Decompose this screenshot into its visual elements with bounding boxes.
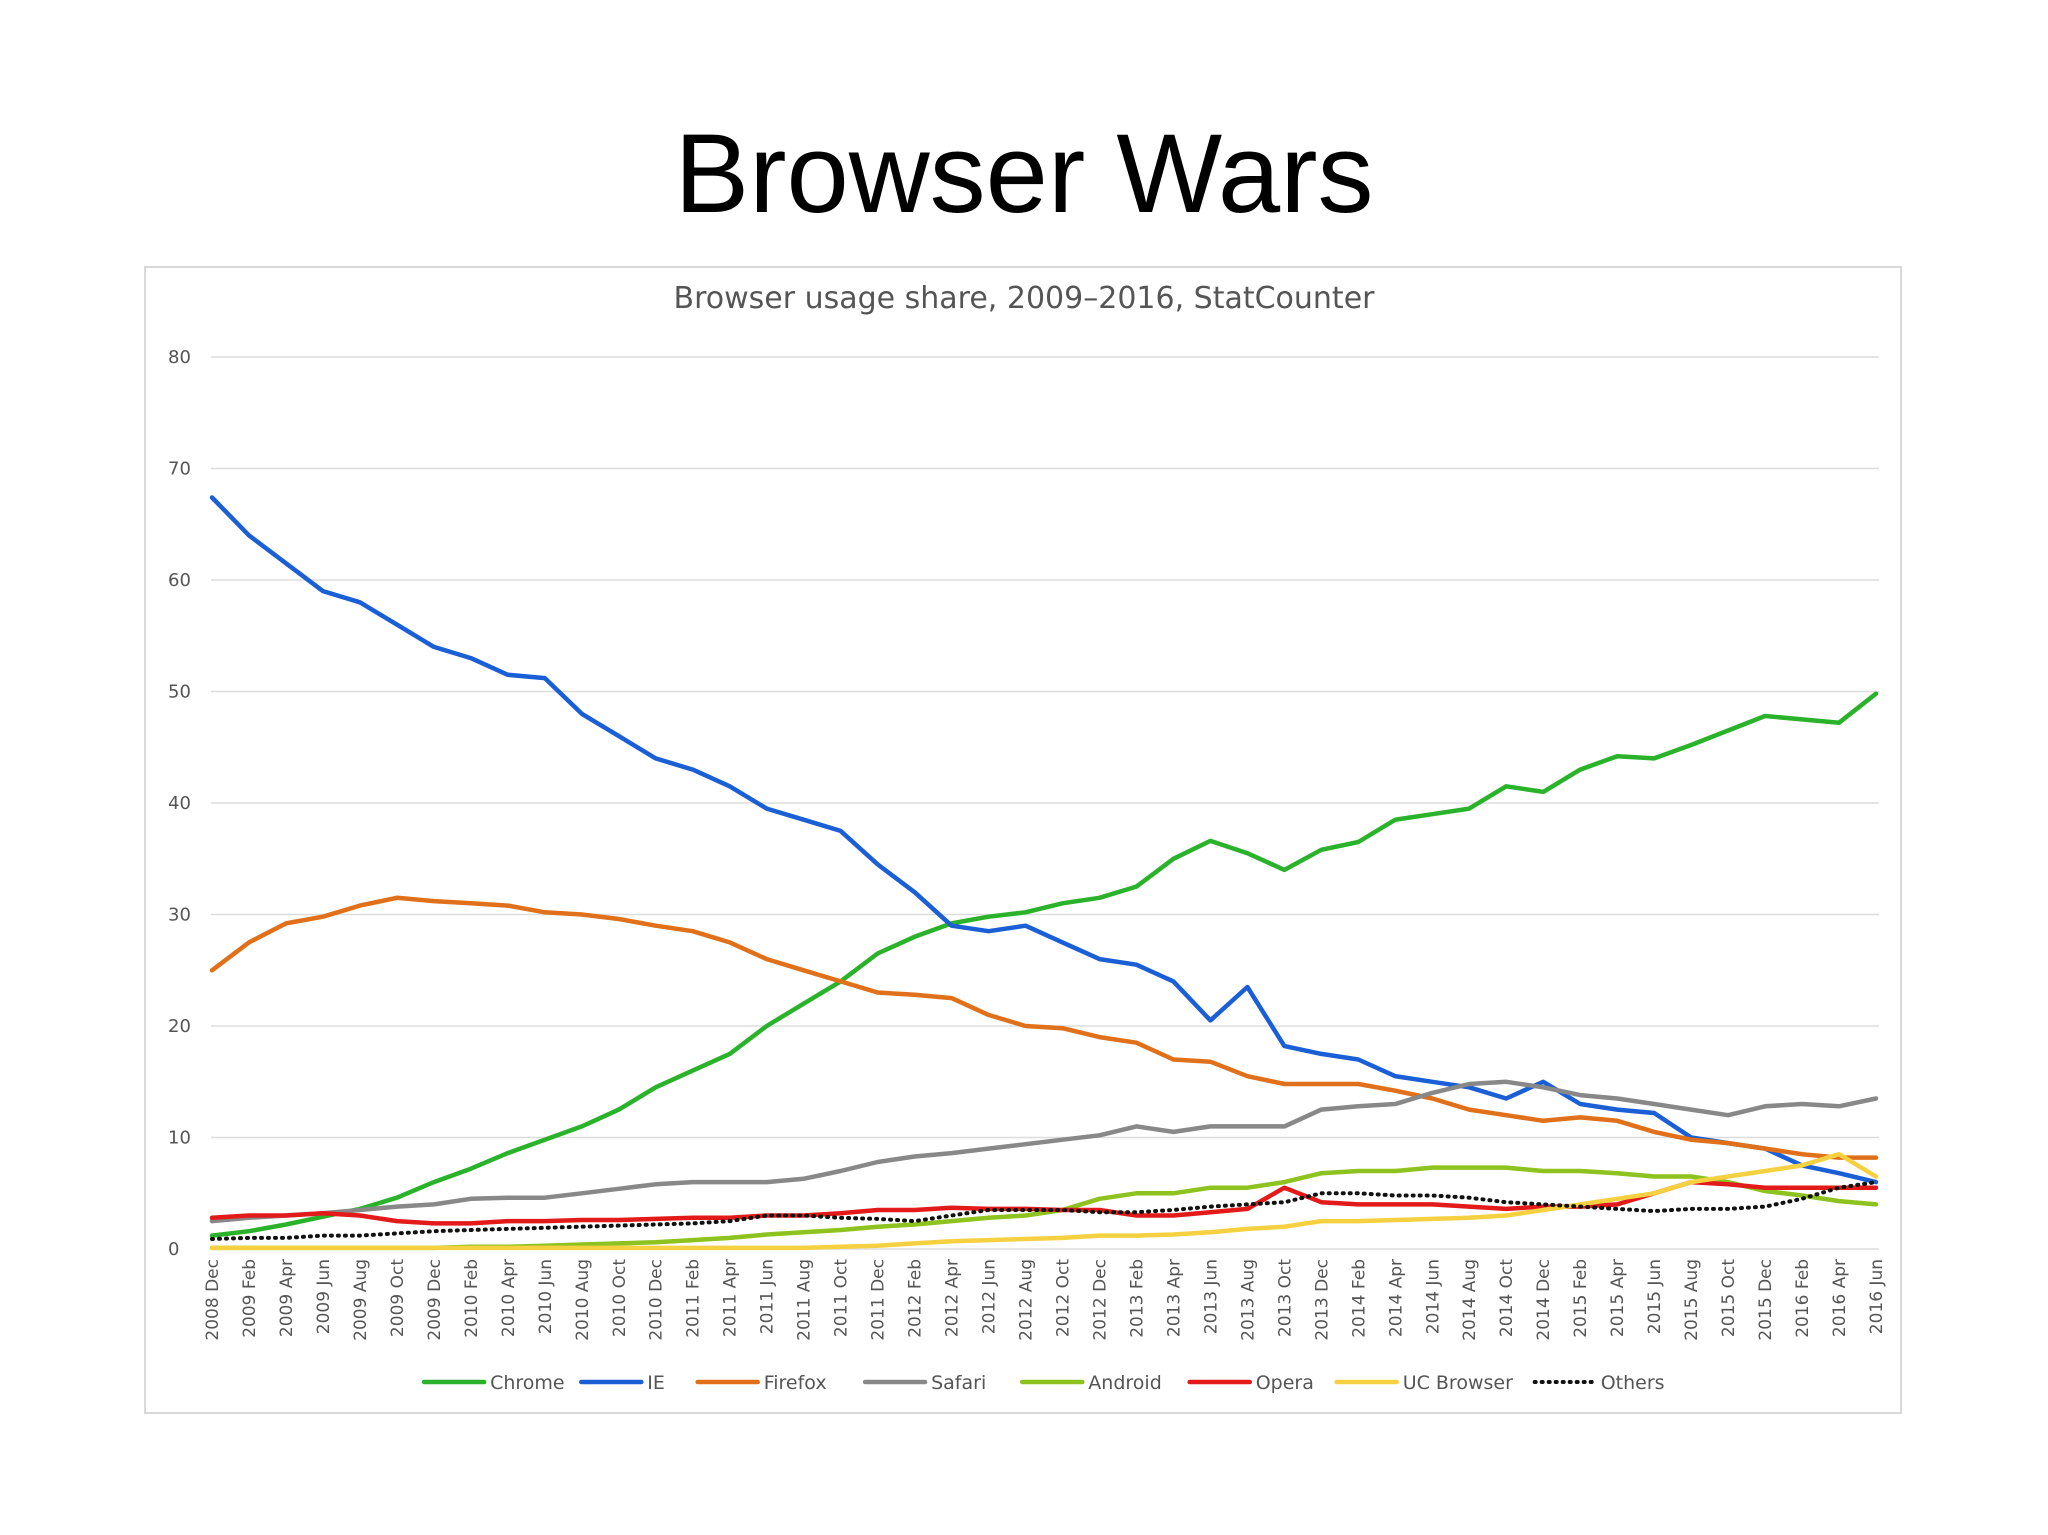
y-tick-label: 30 xyxy=(168,905,191,926)
legend-item: IE xyxy=(579,1372,665,1394)
x-tick-label: 2009 Aug xyxy=(351,1259,371,1341)
x-tick-label: 2009 Jun xyxy=(314,1259,334,1334)
x-tick-label: 2014 Aug xyxy=(1460,1259,1480,1341)
x-tick-label: 2014 Dec xyxy=(1534,1259,1554,1341)
legend-item: Safari xyxy=(862,1372,986,1394)
y-tick-label: 60 xyxy=(168,570,191,591)
x-tick-label: 2011 Jun xyxy=(758,1259,778,1334)
y-tick-label: 40 xyxy=(168,793,191,814)
x-tick-label: 2011 Apr xyxy=(721,1259,741,1337)
legend-item: Android xyxy=(1020,1372,1162,1394)
x-tick-label: 2010 Apr xyxy=(499,1259,519,1337)
legend-label: Firefox xyxy=(764,1372,827,1394)
y-tick-label: 50 xyxy=(168,682,191,703)
x-tick-label: 2012 Oct xyxy=(1053,1259,1073,1337)
grid-lines xyxy=(211,356,1879,1250)
legend-label: UC Browser xyxy=(1403,1372,1513,1394)
x-tick-label: 2016 Jun xyxy=(1867,1259,1887,1334)
x-tick-label: 2012 Jun xyxy=(980,1259,1000,1334)
x-tick-label: 2011 Oct xyxy=(832,1259,852,1337)
y-tick-label: 20 xyxy=(168,1016,191,1037)
x-tick-label: 2014 Jun xyxy=(1423,1259,1443,1334)
x-tick-label: 2015 Jun xyxy=(1645,1259,1665,1334)
x-tick-label: 2013 Dec xyxy=(1312,1259,1332,1341)
y-tick-label: 70 xyxy=(168,459,191,480)
y-axis-ticks: 0 10 20 30 40 50 60 70 80 xyxy=(168,347,191,1260)
legend-item: Others xyxy=(1532,1372,1665,1394)
series-line-opera xyxy=(209,1179,1879,1226)
x-tick-label: 2015 Feb xyxy=(1571,1259,1591,1338)
legend-item: Opera xyxy=(1187,1372,1314,1394)
x-tick-label: 2015 Apr xyxy=(1608,1259,1628,1337)
legend-item: UC Browser xyxy=(1334,1372,1513,1394)
x-tick-label: 2016 Feb xyxy=(1793,1259,1813,1338)
x-tick-label: 2009 Feb xyxy=(240,1259,260,1338)
y-tick-label: 80 xyxy=(168,347,191,368)
x-tick-label: 2013 Apr xyxy=(1164,1259,1184,1337)
x-tick-label: 2011 Aug xyxy=(795,1259,815,1341)
x-tick-label: 2014 Oct xyxy=(1497,1259,1517,1337)
chart-frame: Browser usage share, 2009–2016, StatCoun… xyxy=(144,266,1902,1414)
legend-item: Chrome xyxy=(421,1372,565,1394)
x-tick-label: 2014 Apr xyxy=(1386,1259,1406,1337)
x-tick-label: 2015 Aug xyxy=(1682,1259,1702,1341)
series-line-others xyxy=(210,1180,1878,1241)
series-line-ie xyxy=(209,495,1879,1185)
series-line-uc-browser xyxy=(209,1151,1879,1251)
x-tick-label: 2012 Dec xyxy=(1090,1259,1110,1341)
series-lines xyxy=(209,495,1879,1251)
x-tick-label: 2013 Oct xyxy=(1275,1259,1295,1337)
x-tick-label: 2010 Aug xyxy=(573,1259,593,1341)
x-tick-label: 2010 Jun xyxy=(536,1259,556,1334)
legend-label: Opera xyxy=(1256,1372,1314,1394)
y-tick-label: 10 xyxy=(168,1128,191,1149)
legend-label: Chrome xyxy=(490,1372,565,1394)
x-tick-label: 2014 Feb xyxy=(1349,1259,1369,1338)
legend-label: IE xyxy=(647,1372,665,1394)
x-tick-label: 2016 Apr xyxy=(1830,1259,1850,1337)
legend: Chrome IE Firefox Safari Android Opera UC Brow… xyxy=(421,1372,1665,1394)
x-tick-label: 2012 Feb xyxy=(906,1259,926,1338)
series-line-safari xyxy=(209,1079,1879,1224)
x-tick-label: 2011 Feb xyxy=(684,1259,704,1338)
x-tick-label: 2015 Oct xyxy=(1719,1259,1739,1337)
x-tick-label: 2009 Oct xyxy=(388,1259,408,1337)
legend-label: Android xyxy=(1088,1372,1161,1394)
x-tick-label: 2013 Feb xyxy=(1127,1259,1147,1338)
y-tick-label: 0 xyxy=(168,1239,179,1260)
x-tick-label: 2009 Apr xyxy=(277,1259,297,1337)
x-tick-label: 2012 Aug xyxy=(1017,1259,1037,1341)
x-tick-label: 2010 Dec xyxy=(647,1259,667,1341)
x-axis-ticks: 2008 Dec 2009 Feb 2009 Apr 2009 Jun 2009 Aug… xyxy=(203,1259,1887,1341)
chart-title: Browser usage share, 2009–2016, StatCoun… xyxy=(673,281,1375,316)
slide-title: Browser Wars xyxy=(674,111,1374,236)
x-tick-label: 2011 Dec xyxy=(869,1259,889,1341)
x-tick-label: 2015 Dec xyxy=(1756,1259,1776,1341)
x-tick-label: 2009 Dec xyxy=(425,1259,445,1341)
legend-label: Safari xyxy=(931,1372,986,1394)
x-tick-label: 2010 Feb xyxy=(462,1259,482,1338)
legend-label: Others xyxy=(1601,1372,1665,1394)
x-tick-label: 2008 Dec xyxy=(203,1259,223,1341)
x-tick-label: 2013 Aug xyxy=(1238,1259,1258,1341)
x-tick-label: 2010 Oct xyxy=(610,1259,630,1337)
line-chart: Browser usage share, 2009–2016, StatCoun… xyxy=(168,281,1887,1394)
series-line-chrome xyxy=(209,691,1879,1238)
x-tick-label: 2012 Apr xyxy=(943,1259,963,1337)
legend-item: Firefox xyxy=(695,1372,827,1394)
x-tick-label: 2013 Jun xyxy=(1201,1259,1221,1334)
series-line-firefox xyxy=(209,895,1879,1160)
